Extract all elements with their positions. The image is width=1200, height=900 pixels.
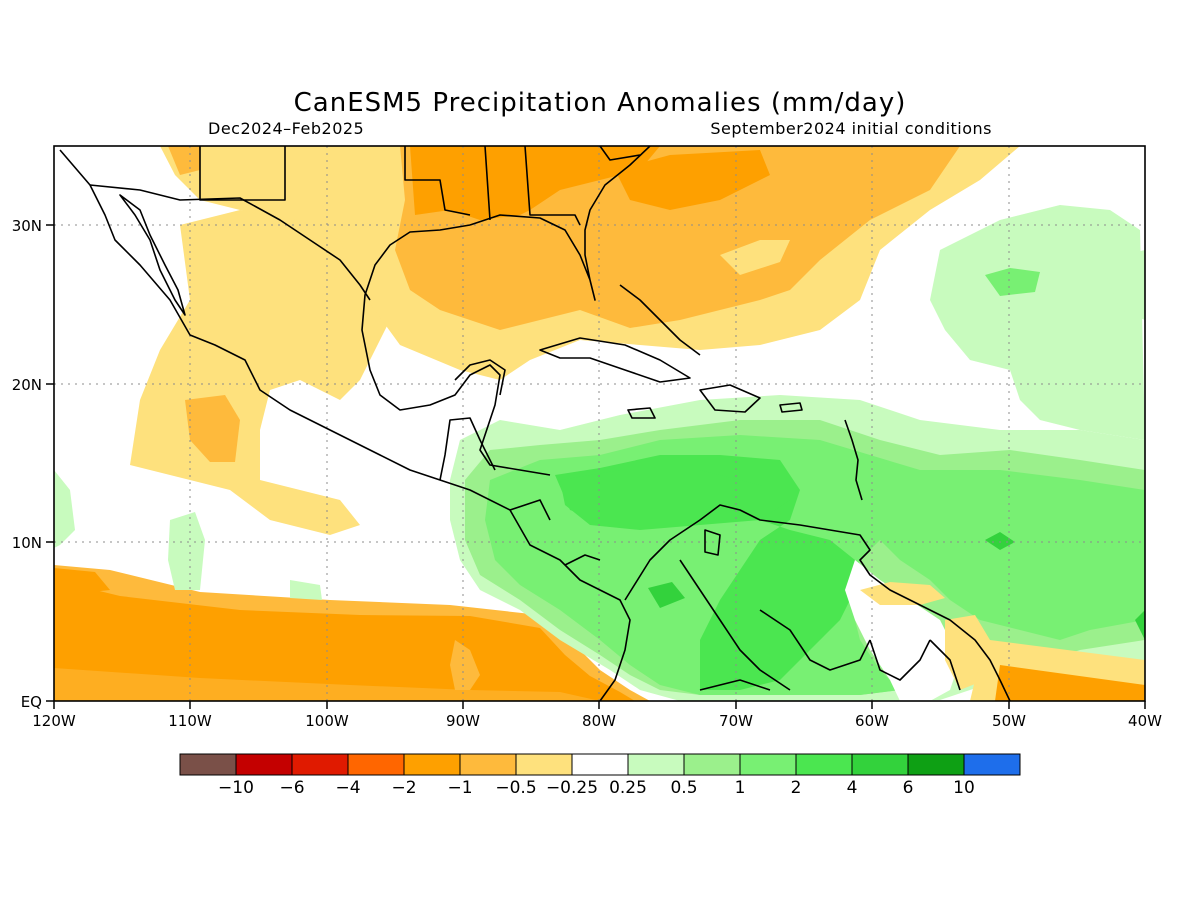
- colorbar-label: 1: [735, 778, 746, 798]
- colorbar-label: −1: [447, 778, 472, 798]
- lat-label: EQ: [21, 693, 42, 711]
- colorbar-swatch: [795, 753, 853, 776]
- graticule: [54, 146, 1145, 701]
- lon-label: 90W: [446, 712, 480, 730]
- colorbar-label: −2: [391, 778, 416, 798]
- colorbar-label: 0.5: [670, 778, 697, 798]
- anomaly-field-mexico: [54, 195, 400, 600]
- colorbar-swatch: [739, 753, 797, 776]
- colorbar-swatch: [963, 753, 1021, 776]
- lon-label: 80W: [582, 712, 616, 730]
- colorbar-label: 2: [791, 778, 802, 798]
- colorbar-swatch: [907, 753, 965, 776]
- colorbar-label: −0.25: [546, 778, 598, 798]
- lon-label: 50W: [992, 712, 1026, 730]
- lat-label: 30N: [12, 217, 42, 235]
- colorbar-swatch: [851, 753, 909, 776]
- colorbar-swatch: [459, 753, 517, 776]
- longitude-labels: 120W 110W 100W 90W 80W 70W 60W 50W 40W: [32, 712, 1162, 730]
- colorbar-swatch: [291, 753, 349, 776]
- colorbar-swatch: [347, 753, 405, 776]
- anomaly-field-subtropical-atlantic: [930, 205, 1145, 440]
- colorbar-swatch: [179, 753, 237, 776]
- lon-label: 60W: [855, 712, 889, 730]
- map-title: CanESM5 Precipitation Anomalies (mm/day): [294, 88, 907, 118]
- colorbar-label: −6: [279, 778, 304, 798]
- forecast-period: Dec2024–Feb2025: [208, 119, 364, 138]
- latitude-labels: EQ 10N 20N 30N: [12, 217, 42, 711]
- anomaly-field-gulf-atlantic: [160, 146, 1020, 380]
- colorbar-swatch: [683, 753, 741, 776]
- colorbar: −10 −6 −4 −2 −1 −0.5 −0.25 0.25 0.5 1 2 4 6 10: [179, 753, 1021, 798]
- colorbar-label: 4: [847, 778, 858, 798]
- colorbar-label: −0.5: [495, 778, 536, 798]
- colorbar-label: −4: [335, 778, 360, 798]
- colorbar-label: −10: [218, 778, 254, 798]
- colorbar-swatch: [235, 753, 293, 776]
- colorbar-label: 6: [903, 778, 914, 798]
- lon-label: 40W: [1128, 712, 1162, 730]
- lon-label: 100W: [305, 712, 349, 730]
- colorbar-swatch: [403, 753, 461, 776]
- plot-area: [54, 146, 1145, 701]
- lon-label: 120W: [32, 712, 76, 730]
- lat-label: 20N: [12, 376, 42, 394]
- lon-label: 110W: [168, 712, 212, 730]
- colorbar-label: 10: [953, 778, 975, 798]
- anomaly-field-caribbean: [450, 395, 1145, 701]
- coastlines: [59, 146, 1011, 701]
- colorbar-label: 0.25: [609, 778, 647, 798]
- colorbar-swatch: [515, 753, 573, 776]
- initial-conditions: September2024 initial conditions: [710, 119, 992, 138]
- colorbar-swatch: [571, 753, 629, 776]
- colorbar-swatch: [627, 753, 685, 776]
- lon-label: 70W: [719, 712, 753, 730]
- axis-ticks: [46, 224, 1146, 709]
- lat-label: 10N: [12, 534, 42, 552]
